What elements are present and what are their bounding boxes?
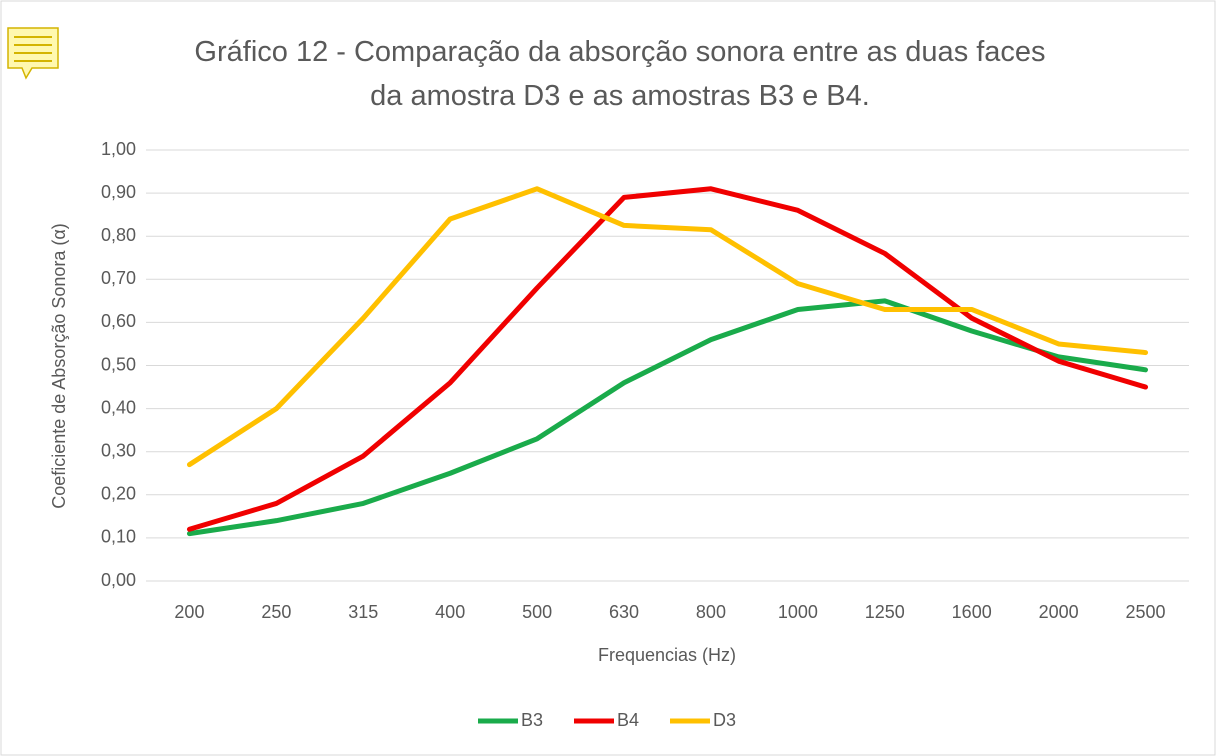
note-icon xyxy=(7,27,59,80)
y-tick-label: 0,50 xyxy=(101,354,136,374)
chart-title: Gráfico 12 - Comparação da absorção sono… xyxy=(194,36,1046,112)
y-tick-label: 0,90 xyxy=(101,182,136,202)
x-tick-label: 200 xyxy=(174,602,204,622)
y-tick-label: 0,30 xyxy=(101,440,136,460)
x-tick-label: 2000 xyxy=(1039,602,1079,622)
x-tick-label: 250 xyxy=(261,602,291,622)
x-tick-label: 1250 xyxy=(865,602,905,622)
x-tick-label: 630 xyxy=(609,602,639,622)
x-tick-label: 2500 xyxy=(1126,602,1166,622)
x-tick-label: 400 xyxy=(435,602,465,622)
y-tick-label: 0,10 xyxy=(101,527,136,547)
x-tick-label: 1000 xyxy=(778,602,818,622)
series-line xyxy=(186,186,1149,532)
y-tick-label: 0,00 xyxy=(101,570,136,590)
x-axis-label: Frequencias (Hz) xyxy=(598,645,736,665)
series-line xyxy=(186,298,1149,537)
x-tick-label: 800 xyxy=(696,602,726,622)
x-tick-label: 500 xyxy=(522,602,552,622)
series-line xyxy=(186,186,1149,468)
legend-label: B3 xyxy=(521,710,543,730)
x-tick-label: 1600 xyxy=(952,602,992,622)
y-tick-label: 0,40 xyxy=(101,397,136,417)
legend-label: B4 xyxy=(617,710,639,730)
y-tick-label: 0,60 xyxy=(101,311,136,331)
y-tick-label: 1,00 xyxy=(101,139,136,159)
y-axis-label: Coeficiente de Absorção Sonora (α) xyxy=(49,223,69,509)
x-tick-label: 315 xyxy=(348,602,378,622)
y-tick-label: 0,80 xyxy=(101,225,136,245)
y-tick-label: 0,20 xyxy=(101,484,136,504)
y-tick-label: 0,70 xyxy=(101,268,136,288)
legend-label: D3 xyxy=(713,710,736,730)
